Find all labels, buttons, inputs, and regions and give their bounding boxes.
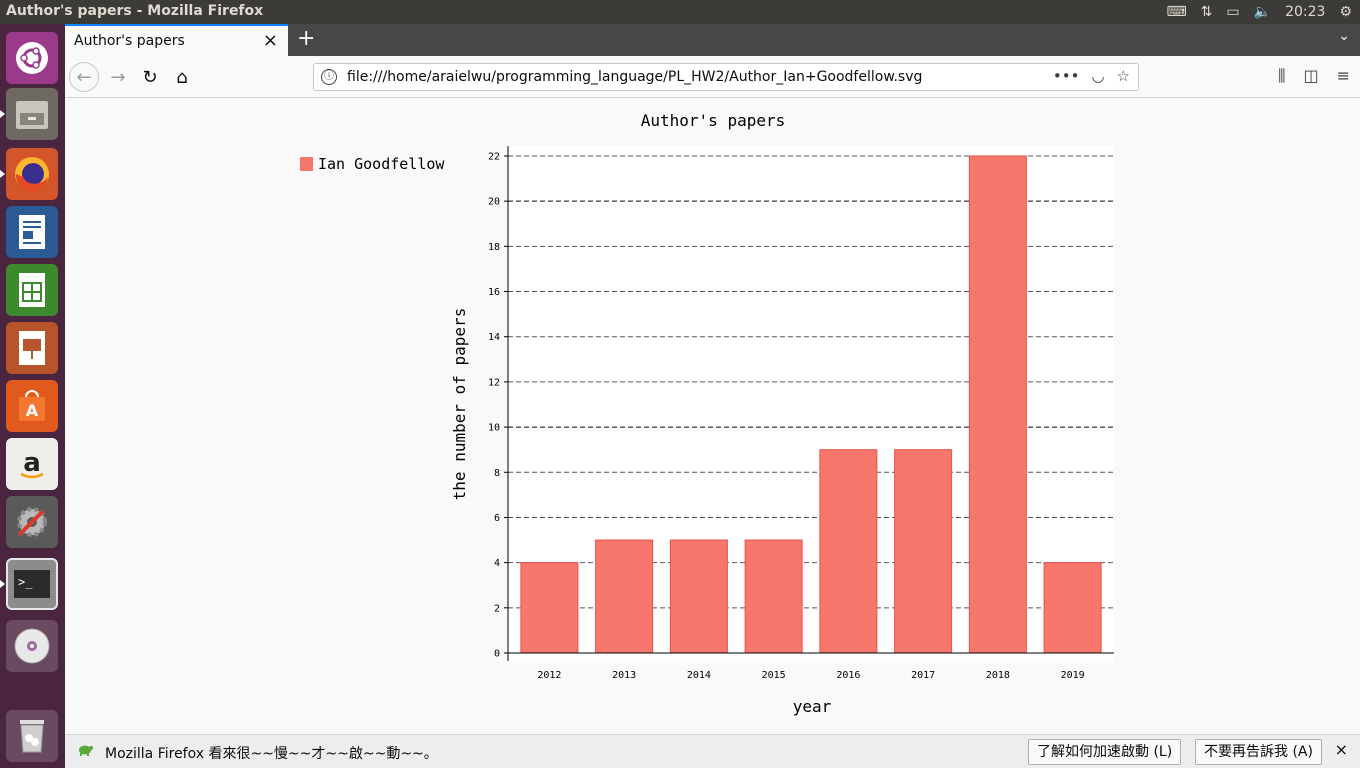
- page-actions-icon[interactable]: •••: [1053, 67, 1080, 85]
- bar: [820, 450, 877, 653]
- amazon-icon[interactable]: a: [6, 438, 58, 490]
- ubuntu-software-icon[interactable]: A: [6, 380, 58, 432]
- gear-icon[interactable]: ⚙: [1339, 4, 1352, 20]
- bar: [1044, 563, 1101, 653]
- legend-label: Ian Goodfellow: [318, 155, 445, 173]
- y-tick-label: 10: [488, 423, 500, 434]
- x-tick-label: 2014: [687, 670, 711, 681]
- y-tick-label: 12: [488, 377, 500, 388]
- x-tick-label: 2017: [911, 670, 935, 681]
- keyboard-icon[interactable]: ⌨: [1166, 4, 1186, 20]
- ubuntu-dash-icon[interactable]: [6, 32, 58, 84]
- reload-button[interactable]: ↻: [135, 62, 165, 92]
- turtle-icon: [77, 742, 93, 756]
- learn-speedup-button[interactable]: 了解如何加速啟動 (L): [1028, 739, 1181, 765]
- nav-bar: ← → ↻ ⌂ ⓘ file:///home/araielwu/programm…: [65, 56, 1360, 98]
- svg-text:>_: >_: [18, 575, 33, 589]
- url-bar[interactable]: ⓘ file:///home/araielwu/programming_lang…: [313, 63, 1139, 91]
- system-tray: ⌨ ⇅ ▭ 🔈 20:23 ⚙: [1166, 0, 1352, 24]
- top-panel: Author's papers - Mozilla Firefox ⌨ ⇅ ▭ …: [0, 0, 1360, 24]
- pocket-icon[interactable]: ◡: [1091, 67, 1104, 85]
- bar: [521, 563, 578, 653]
- close-tab-icon[interactable]: ×: [263, 30, 278, 51]
- launcher: A a >_: [0, 24, 65, 768]
- bar: [596, 540, 653, 653]
- system-settings-icon[interactable]: [6, 496, 58, 548]
- y-axis-label: the number of papers: [450, 308, 469, 501]
- running-indicator: [0, 580, 5, 588]
- firefox-icon[interactable]: [6, 148, 58, 200]
- volume-icon[interactable]: 🔈: [1254, 4, 1271, 20]
- tab-title: Author's papers: [74, 33, 185, 49]
- window-title: Author's papers - Mozilla Firefox: [6, 3, 263, 19]
- clock[interactable]: 20:23: [1285, 4, 1325, 20]
- bar: [745, 540, 802, 653]
- x-tick-label: 2019: [1061, 670, 1085, 681]
- notification-bar: Mozilla Firefox 看來很~~慢~~才~~啟~~動~~。 了解如何加…: [65, 734, 1360, 768]
- sidebar-icon[interactable]: ◫: [1303, 66, 1318, 86]
- y-tick-label: 14: [488, 332, 500, 343]
- bar: [895, 450, 952, 653]
- dont-tell-again-button[interactable]: 不要再告訴我 (A): [1195, 739, 1322, 765]
- svg-text:A: A: [26, 401, 39, 420]
- dvd-icon[interactable]: [6, 620, 58, 672]
- running-indicator: [0, 110, 5, 118]
- x-tick-label: 2012: [537, 670, 561, 681]
- url-text[interactable]: file:///home/araielwu/programming_langua…: [347, 69, 922, 85]
- y-tick-label: 0: [494, 649, 500, 660]
- tab-bar: Author's papers × + ⌄: [65, 24, 1360, 56]
- terminal-icon[interactable]: >_: [6, 558, 58, 610]
- libreoffice-calc-icon[interactable]: [6, 264, 58, 316]
- y-tick-label: 16: [488, 287, 500, 298]
- bar-chart: 0 2 4 6 8 10 12 14 16 18 20 22 2012 2013 2014 2015 2016…: [65, 98, 1360, 734]
- notification-message: Mozilla Firefox 看來很~~慢~~才~~啟~~動~~。: [105, 743, 438, 763]
- tab-overflow-icon[interactable]: ⌄: [1338, 28, 1350, 44]
- svg-text:a: a: [23, 448, 41, 478]
- library-icon[interactable]: ⫼: [1278, 66, 1285, 86]
- back-button[interactable]: ←: [69, 62, 99, 92]
- battery-icon[interactable]: ▭: [1226, 4, 1239, 20]
- libreoffice-writer-icon[interactable]: [6, 206, 58, 258]
- x-axis-label: year: [793, 697, 832, 716]
- y-tick-label: 18: [488, 242, 500, 253]
- forward-button[interactable]: →: [103, 62, 133, 92]
- menu-icon[interactable]: ≡: [1337, 66, 1350, 86]
- chart-title: Author's papers: [641, 111, 786, 130]
- y-tick-label: 20: [488, 197, 500, 208]
- y-tick-label: 22: [488, 152, 500, 163]
- bar: [670, 540, 727, 653]
- close-notification-icon[interactable]: ×: [1335, 740, 1348, 759]
- y-tick-label: 6: [494, 513, 500, 524]
- tab-authors-papers[interactable]: Author's papers ×: [65, 24, 288, 56]
- trash-icon[interactable]: [6, 710, 58, 762]
- x-tick-label: 2013: [612, 670, 636, 681]
- files-icon[interactable]: [6, 88, 58, 140]
- y-tick-label: 2: [494, 603, 500, 614]
- x-tick-label: 2016: [836, 670, 860, 681]
- bookmark-star-icon[interactable]: ☆: [1117, 67, 1130, 85]
- bar: [969, 156, 1026, 653]
- home-button[interactable]: ⌂: [167, 62, 197, 92]
- new-tab-button[interactable]: +: [297, 26, 315, 51]
- info-icon[interactable]: ⓘ: [321, 69, 337, 85]
- libreoffice-impress-icon[interactable]: [6, 322, 58, 374]
- y-tick-label: 4: [494, 558, 500, 569]
- legend-swatch: [300, 157, 313, 171]
- x-tick-label: 2018: [986, 670, 1010, 681]
- x-tick-label: 2015: [762, 670, 786, 681]
- y-tick-label: 8: [494, 468, 500, 479]
- page-content: 0 2 4 6 8 10 12 14 16 18 20 22 2012 2013 2014 2015 2016…: [65, 98, 1360, 734]
- running-indicator: [0, 170, 5, 178]
- network-icon[interactable]: ⇅: [1201, 4, 1213, 20]
